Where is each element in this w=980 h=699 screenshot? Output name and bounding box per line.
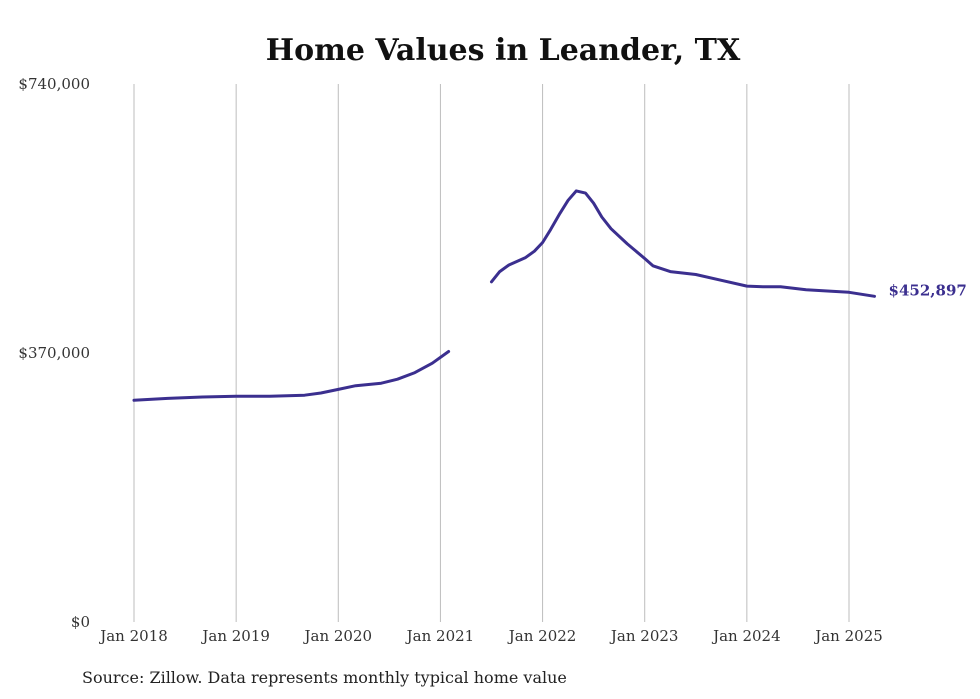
x-tick-label: Jan 2021	[405, 627, 475, 645]
chart-title: Home Values in Leander, TX	[266, 33, 741, 68]
x-tick-label: Jan 2020	[303, 627, 373, 645]
x-tick-label: Jan 2024	[711, 627, 781, 645]
y-tick-label: $0	[71, 613, 90, 631]
grid	[133, 84, 850, 622]
x-tick-label: Jan 2022	[507, 627, 577, 645]
y-axis-ticks: $740,000 $370,000 $0	[18, 75, 90, 631]
x-tick-label: Jan 2023	[609, 627, 679, 645]
source-note: Source: Zillow. Data represents monthly …	[82, 668, 567, 687]
x-tick-label: Jan 2019	[200, 627, 270, 645]
end-value-label: $452,897	[889, 281, 967, 299]
x-tick-label: Jan 2018	[98, 627, 168, 645]
y-tick-label: $370,000	[18, 344, 90, 362]
y-tick-label: $740,000	[18, 75, 90, 93]
x-axis-ticks: Jan 2018 Jan 2019 Jan 2020 Jan 2021 Jan 2022…	[98, 627, 883, 645]
series-home-value	[132, 189, 876, 402]
series-line-segment	[132, 350, 451, 402]
x-tick-label: Jan 2025	[813, 627, 883, 645]
series-line-segment	[490, 189, 876, 298]
